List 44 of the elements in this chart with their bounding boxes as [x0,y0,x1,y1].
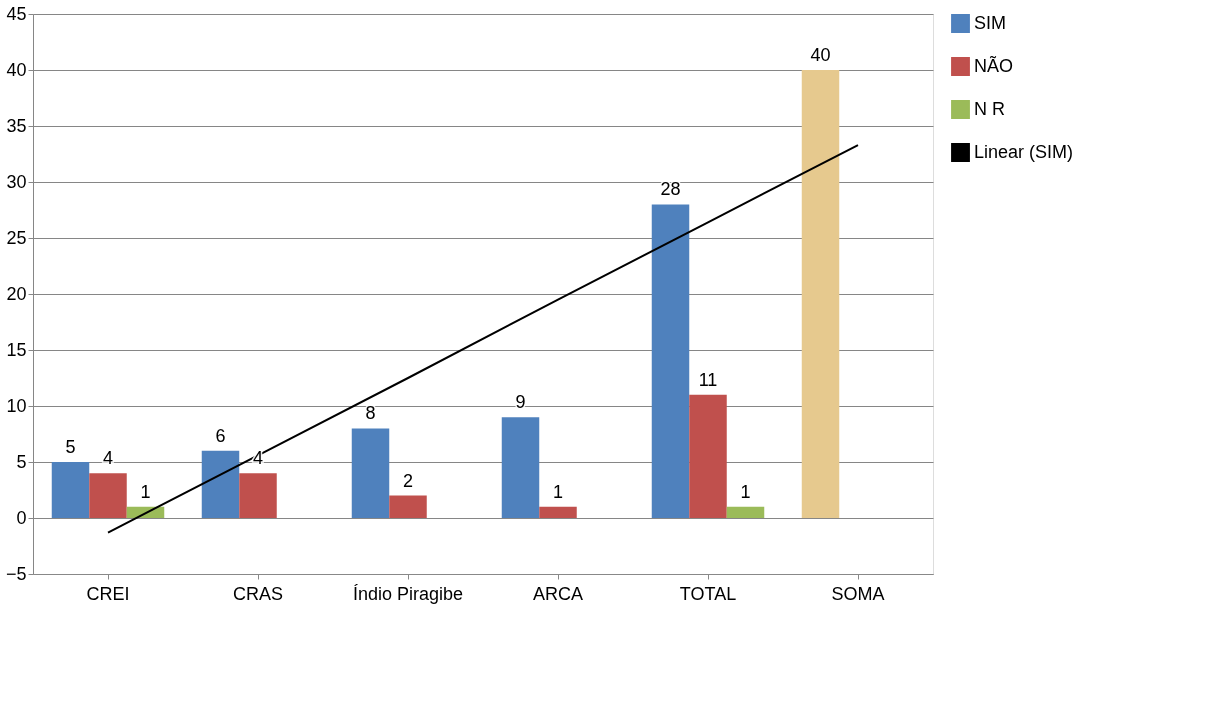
data-label: 6 [215,425,226,446]
y-tick-label: 25 [6,227,27,248]
data-label: 11 [698,369,718,390]
legend-label: NÃO [974,54,1014,76]
bar [51,462,90,518]
bar [239,473,277,518]
bar [539,506,577,518]
data-label: 2 [402,470,414,491]
bar [201,450,240,518]
legend-label: SIM [974,12,1007,33]
x-tick-label: Índio Piragibe [352,583,464,604]
data-label: 8 [365,403,376,424]
x-tick-label: SOMA [831,583,885,604]
y-tick-label: 0 [16,507,27,528]
y-tick-label: 15 [6,339,27,360]
bar [501,417,540,518]
data-label: 28 [660,179,681,200]
y-tick-label: 30 [6,171,27,192]
bar [389,495,427,518]
data-label: 9 [515,392,526,413]
data-label: 40 [810,45,831,65]
y-tick-label: 20 [6,283,27,304]
bar [801,70,840,518]
y-tick-label: 45 [6,3,27,24]
x-tick-label: CRAS [232,583,284,604]
legend-label: N R [974,98,1005,119]
y-tick-label: 10 [6,395,27,416]
y-tick-label: −5 [5,563,27,584]
x-tick-label: CREI [86,583,130,604]
y-tick-label: 35 [6,115,27,136]
x-tick-label: TOTAL [679,583,737,604]
data-label: 1 [140,481,151,502]
data-label: 5 [65,437,76,457]
data-label: 1 [552,481,564,502]
legend-label: Linear (SIM) [974,141,1074,162]
bar [651,204,690,518]
data-label: 1 [740,481,751,502]
bar [351,428,390,518]
x-tick-label: ARCA [532,583,584,604]
y-tick-label: 5 [16,451,27,472]
bar [689,394,727,518]
y-tick-label: 40 [6,59,27,80]
bar [89,473,127,518]
bar [726,506,765,518]
